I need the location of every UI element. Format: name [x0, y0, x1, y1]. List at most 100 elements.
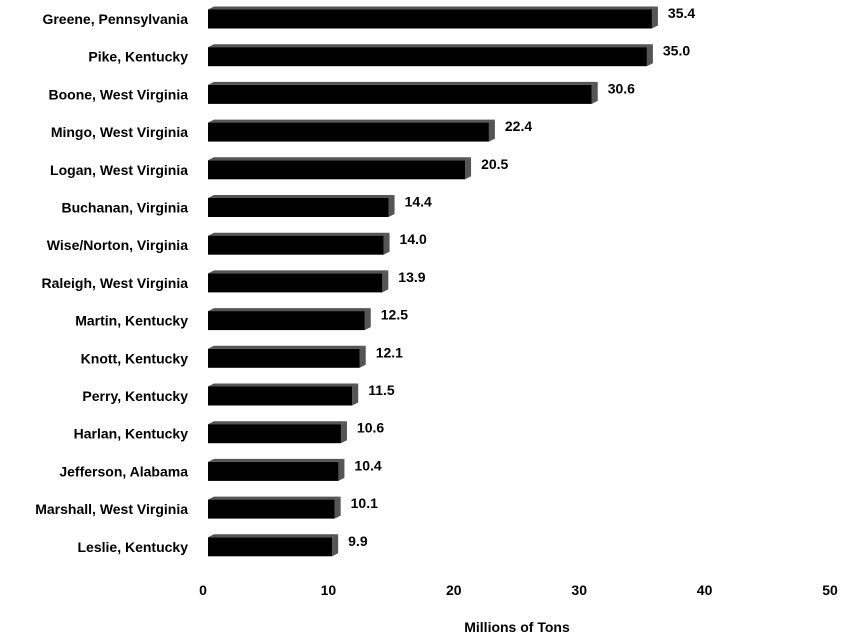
category-label: Buchanan, Virginia: [61, 200, 188, 216]
category-label: Harlan, Kentucky: [74, 426, 189, 442]
bar-top-shade: [208, 308, 371, 312]
category-label: Leslie, Kentucky: [78, 539, 189, 555]
bar-top-shade: [208, 44, 653, 48]
category-label: Pike, Kentucky: [88, 49, 188, 65]
bar: [208, 308, 371, 331]
bar-top-shade: [208, 6, 658, 10]
bar-top-shade: [208, 496, 341, 500]
bar-top-shade: [208, 383, 359, 387]
category-label: Logan, West Virginia: [50, 162, 188, 178]
value-label: 10.1: [351, 495, 378, 511]
bar-rect: [208, 537, 333, 557]
bar: [208, 6, 658, 29]
bar-rect: [208, 235, 384, 255]
bar-top-shade: [208, 345, 366, 349]
bar-rect: [208, 47, 647, 67]
bar-side-shade: [465, 157, 472, 180]
bar: [208, 421, 347, 444]
value-label: 30.6: [608, 80, 635, 96]
bar-rect: [208, 84, 592, 104]
bar: [208, 383, 359, 406]
value-label: 9.9: [348, 533, 368, 549]
bar-rect: [208, 499, 335, 519]
bar-top-shade: [208, 534, 339, 538]
bar-side-shade: [338, 458, 345, 481]
bar-rect: [208, 348, 360, 368]
bar-rect: [208, 386, 353, 406]
bar-top-shade: [208, 195, 395, 198]
category-label: Greene, Pennsylvania: [42, 11, 188, 27]
bar-rect: [208, 424, 341, 444]
bar-rect: [208, 273, 383, 293]
bar-top-shade: [208, 421, 347, 425]
category-label: Raleigh, West Virginia: [41, 275, 188, 291]
bar-top-shade: [208, 232, 390, 236]
category-label: Wise/Norton, Virginia: [47, 237, 188, 253]
x-tick-label: 50: [822, 582, 838, 598]
bar: [208, 458, 345, 481]
bar-top-shade: [208, 270, 389, 274]
value-label: 11.5: [368, 382, 395, 398]
x-tick-label: 40: [697, 582, 713, 598]
bar: [208, 232, 390, 255]
bar: [208, 496, 341, 519]
bar-rect: [208, 311, 365, 331]
bar-top-shade: [208, 157, 472, 161]
bar-rect: [208, 160, 466, 180]
value-label: 12.5: [381, 307, 408, 323]
category-label: Jefferson, Alabama: [59, 463, 188, 479]
bar-side-shade: [488, 119, 495, 142]
bar: [208, 119, 495, 142]
value-label: 35.4: [668, 5, 695, 21]
bar-side-shade: [651, 6, 658, 29]
value-labels-group: 35.4 35.0 30.6 22.4 20.5 14.4 14.0 13.9 12.5 12.1…: [348, 5, 695, 549]
bar: [208, 195, 395, 217]
x-tick-label: 20: [446, 582, 462, 598]
category-labels-group: Greene, Pennsylvania Pike, Kentucky Boone,…: [35, 11, 188, 555]
value-label: 22.4: [505, 118, 532, 134]
category-label: Martin, Kentucky: [75, 313, 188, 329]
category-label: Mingo, West Virginia: [51, 124, 188, 140]
bars-group: [208, 6, 658, 557]
value-label: 12.1: [376, 344, 403, 360]
bar-top-shade: [208, 119, 495, 123]
category-label: Perry, Kentucky: [82, 388, 188, 404]
category-label: Marshall, West Virginia: [35, 501, 188, 517]
bar-side-shade: [388, 195, 395, 217]
category-label: Knott, Kentucky: [81, 350, 189, 366]
bar-side-shade: [359, 345, 366, 368]
value-label: 10.4: [354, 457, 381, 473]
bar: [208, 534, 339, 557]
bar-rect: [208, 198, 389, 217]
bar: [208, 44, 653, 67]
value-label: 14.4: [405, 194, 432, 210]
value-label: 35.0: [663, 43, 690, 59]
value-label: 13.9: [398, 269, 425, 285]
bar: [208, 81, 598, 104]
value-label: 14.0: [400, 231, 427, 247]
x-tick-label: 10: [321, 582, 337, 598]
bar: [208, 270, 389, 293]
x-axis-ticks: 0 10 20 30 40 50: [199, 582, 838, 598]
bar-side-shade: [352, 383, 359, 406]
bar: [208, 345, 366, 368]
bar-side-shade: [591, 81, 598, 104]
bar-side-shade: [382, 270, 389, 293]
bar-side-shade: [332, 534, 339, 557]
bar-side-shade: [364, 308, 371, 331]
value-label: 20.5: [481, 156, 508, 172]
x-tick-label: 30: [571, 582, 587, 598]
value-label: 10.6: [357, 420, 384, 436]
bar-rect: [208, 9, 652, 29]
bar-side-shade: [334, 496, 341, 519]
x-tick-label: 0: [199, 582, 207, 598]
bar-top-shade: [208, 81, 598, 85]
bar: [208, 157, 472, 180]
bar-top-shade: [208, 458, 345, 462]
bar-rect: [208, 461, 339, 481]
x-axis-title: Millions of Tons: [464, 619, 570, 635]
bar-side-shade: [340, 421, 347, 444]
bar-side-shade: [383, 232, 390, 255]
bar-side-shade: [646, 44, 653, 67]
